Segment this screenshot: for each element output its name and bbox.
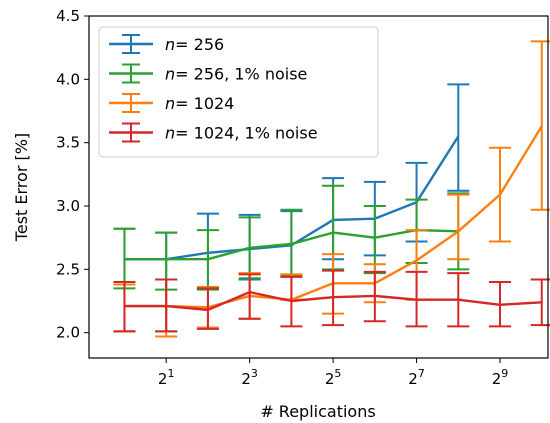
y-tick-label: 2.5: [56, 260, 80, 278]
x-tick-label: 25: [325, 367, 342, 388]
legend: n= 256 n= 256, 1% noise n= 1024 n= 1024, 1%…: [98, 26, 379, 158]
x-tick-label: 29: [492, 367, 509, 388]
legend-item-1: n= 256, 1% noise: [109, 63, 307, 84]
series-line: [124, 290, 542, 312]
legend-label: n= 256: [165, 35, 224, 54]
x-axis-title: # Replications: [260, 402, 375, 421]
legend-label: n= 256, 1% noise: [165, 65, 307, 84]
legend-label: n= 1024: [165, 94, 234, 113]
series-line: [124, 228, 459, 261]
axes-layer: 2.0 2.5 3.0 3.5 4.0 4.5 21 23 25 27 29: [56, 7, 508, 388]
legend-label: n= 1024, 1% noise: [165, 124, 318, 143]
legend-box: [98, 26, 379, 158]
error-bar: [530, 40, 550, 211]
error-bar: [530, 278, 550, 327]
x-tick-label: 21: [158, 367, 175, 388]
y-axis-title: Test Error [%]: [12, 133, 31, 242]
error-bar: [238, 273, 261, 320]
error-bar: [113, 281, 136, 333]
legend-item-3: n= 1024, 1% noise: [109, 122, 318, 143]
plot-frame: [88, 15, 549, 359]
y-tick-label: 3.5: [56, 134, 80, 152]
series-3: [113, 269, 550, 333]
data-layer: [113, 40, 550, 338]
x-tick-label: 23: [241, 367, 258, 388]
y-tick-label: 4.5: [56, 7, 80, 25]
y-tick-label: 3.0: [56, 197, 80, 215]
legend-item-0: n= 256: [109, 34, 224, 54]
y-tick-label: 4.0: [56, 70, 80, 88]
y-tick-label: 2.0: [56, 324, 80, 342]
error-bar: [447, 193, 470, 261]
legend-item-2: n= 1024: [109, 93, 234, 113]
x-tick-label: 27: [408, 367, 425, 388]
